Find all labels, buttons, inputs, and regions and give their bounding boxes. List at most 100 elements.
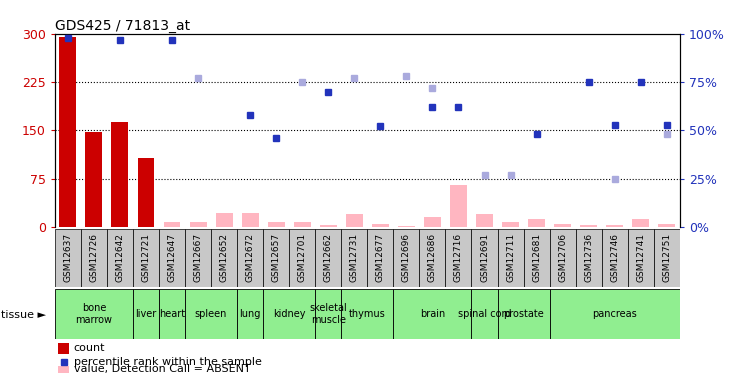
Bar <box>111 122 129 227</box>
Text: GSM12696: GSM12696 <box>402 233 411 282</box>
Text: tissue ►: tissue ► <box>1 310 47 320</box>
Text: brain: brain <box>420 309 445 319</box>
Bar <box>659 224 675 227</box>
Bar <box>498 289 550 339</box>
Bar <box>471 229 498 287</box>
Bar <box>81 229 107 287</box>
Text: heart: heart <box>159 309 185 319</box>
Bar <box>133 289 159 339</box>
Text: GSM12721: GSM12721 <box>142 233 151 282</box>
Bar <box>554 224 571 227</box>
Text: GSM12652: GSM12652 <box>219 233 229 282</box>
Bar <box>263 289 315 339</box>
Bar <box>341 289 393 339</box>
Bar <box>55 289 133 339</box>
Bar <box>580 225 597 227</box>
Text: GSM12686: GSM12686 <box>428 233 437 282</box>
Bar <box>654 229 680 287</box>
Bar <box>632 219 649 227</box>
Bar <box>393 289 471 339</box>
Bar <box>185 289 237 339</box>
Text: prostate: prostate <box>503 309 544 319</box>
Bar <box>502 222 519 227</box>
Bar <box>550 229 575 287</box>
Text: GSM12746: GSM12746 <box>610 233 619 282</box>
Bar <box>319 225 337 227</box>
Bar <box>289 229 315 287</box>
Bar <box>159 229 185 287</box>
Text: GSM12701: GSM12701 <box>298 233 307 282</box>
Text: GDS425 / 71813_at: GDS425 / 71813_at <box>55 19 190 33</box>
Bar <box>476 214 493 227</box>
Text: bone
marrow: bone marrow <box>75 303 113 325</box>
Bar <box>393 229 420 287</box>
Bar <box>189 222 207 227</box>
Text: kidney: kidney <box>273 309 306 319</box>
Bar <box>86 132 102 227</box>
Text: count: count <box>74 343 105 353</box>
Text: lung: lung <box>240 309 261 319</box>
Bar <box>159 289 185 339</box>
Text: GSM12711: GSM12711 <box>506 233 515 282</box>
Text: GSM12731: GSM12731 <box>350 233 359 282</box>
Text: GSM12672: GSM12672 <box>246 233 254 282</box>
Text: GSM12716: GSM12716 <box>454 233 463 282</box>
Bar <box>523 229 550 287</box>
Bar <box>263 229 289 287</box>
Bar <box>216 213 232 227</box>
Bar <box>341 229 367 287</box>
Bar <box>315 289 341 339</box>
Bar <box>58 366 69 373</box>
Bar <box>164 222 181 227</box>
Text: GSM12726: GSM12726 <box>89 233 99 282</box>
Bar <box>294 222 311 227</box>
Bar <box>424 217 441 227</box>
Text: GSM12657: GSM12657 <box>272 233 281 282</box>
Text: GSM12647: GSM12647 <box>167 233 176 282</box>
Text: value, Detection Call = ABSENT: value, Detection Call = ABSENT <box>74 364 250 374</box>
Bar <box>471 289 498 339</box>
Bar <box>185 229 211 287</box>
Bar <box>237 289 263 339</box>
Bar <box>137 158 154 227</box>
Bar <box>602 229 628 287</box>
Bar <box>346 214 363 227</box>
Bar <box>575 229 602 287</box>
Text: pancreas: pancreas <box>592 309 637 319</box>
Bar <box>133 229 159 287</box>
Bar <box>268 222 284 227</box>
Bar <box>237 229 263 287</box>
Text: spleen: spleen <box>195 309 227 319</box>
Bar <box>445 229 471 287</box>
Text: skeletal
muscle: skeletal muscle <box>309 303 347 325</box>
Bar <box>528 219 545 227</box>
Text: GSM12751: GSM12751 <box>662 233 671 282</box>
Bar <box>498 229 523 287</box>
Bar <box>55 229 81 287</box>
Bar <box>59 37 76 227</box>
Text: GSM12667: GSM12667 <box>194 233 202 282</box>
Bar <box>550 289 680 339</box>
Bar <box>367 229 393 287</box>
Text: GSM12681: GSM12681 <box>532 233 541 282</box>
Bar <box>628 229 654 287</box>
Text: GSM12691: GSM12691 <box>480 233 489 282</box>
Bar <box>242 213 259 227</box>
Text: spinal cord: spinal cord <box>458 309 511 319</box>
Bar <box>606 225 624 227</box>
Bar <box>58 343 69 354</box>
Bar <box>372 224 389 227</box>
Text: GSM12736: GSM12736 <box>584 233 593 282</box>
Text: GSM12637: GSM12637 <box>64 233 72 282</box>
Text: percentile rank within the sample: percentile rank within the sample <box>74 357 262 367</box>
Bar <box>420 229 445 287</box>
Bar <box>315 229 341 287</box>
Text: GSM12677: GSM12677 <box>376 233 385 282</box>
Text: liver: liver <box>135 309 156 319</box>
Bar <box>211 229 237 287</box>
Bar <box>398 226 415 227</box>
Bar <box>107 229 133 287</box>
Bar <box>450 185 467 227</box>
Text: GSM12662: GSM12662 <box>324 233 333 282</box>
Text: thymus: thymus <box>349 309 386 319</box>
